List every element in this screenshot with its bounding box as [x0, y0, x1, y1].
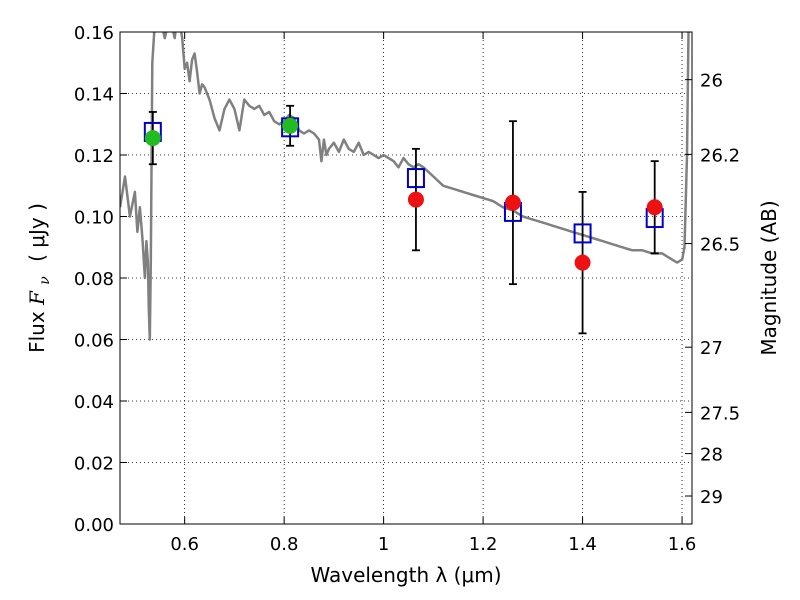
grid-lines: [120, 31, 692, 525]
right-tick-label: 26.2: [700, 145, 740, 166]
observed-point-green: [144, 130, 161, 147]
svg-text:Flux F ν: Flux F ν ( μJy ): [25, 203, 54, 353]
x-tick-label: 1.6: [668, 534, 697, 555]
right-tick-label: 28: [700, 445, 723, 466]
observed-point-red: [407, 191, 424, 208]
y-tick-label: 0.16: [74, 23, 114, 44]
y-tick-label: 0.10: [74, 208, 114, 229]
x-tick-label: 0.6: [170, 534, 199, 555]
model-spectrum-line: [120, 32, 690, 341]
model-point-square: [406, 168, 425, 189]
y-axis-label-symbol: F: [25, 290, 49, 306]
x-axis-label: Wavelength λ (μm): [310, 563, 501, 587]
y-axis-label-subscript: ν: [37, 276, 53, 285]
y-tick-label: 0.12: [74, 146, 114, 167]
y-axis-label-left: Flux F ν ( μJy ): [25, 203, 54, 353]
x-tick-label: 1: [378, 534, 389, 555]
x-tick-label: 0.8: [270, 534, 299, 555]
observed-point-red: [646, 199, 663, 216]
x-tick-label: 1.4: [568, 534, 597, 555]
y-tick-label: 0.00: [74, 515, 114, 536]
observed-point-red: [504, 194, 521, 211]
y-tick-label: 0.04: [74, 392, 114, 413]
right-tick-label: 27.5: [700, 403, 740, 424]
observed-point-green: [282, 117, 299, 134]
plot-area: [120, 32, 690, 341]
plot-frame: [119, 31, 693, 525]
y-tick-label: 0.08: [74, 269, 114, 290]
observed-point-red: [574, 254, 591, 271]
y-axis-label-right: Magnitude (AB): [757, 200, 781, 355]
right-tick-label: 27: [700, 338, 723, 359]
y-tick-label: 0.06: [74, 331, 114, 352]
right-tick-label: 29: [700, 487, 723, 508]
right-tick-label: 26: [700, 71, 723, 92]
y-axis-label-prefix: Flux: [25, 311, 49, 353]
model-point-square: [573, 223, 592, 244]
y-tick-label: 0.02: [74, 454, 114, 475]
y-tick-label: 0.14: [74, 85, 114, 106]
axes: 0.6 0.8 1 1.2 1.4 1.6 0.00 0.02 0.04 0.06 0.08 0.10…: [74, 23, 740, 555]
right-tick-label: 26.5: [700, 235, 740, 256]
y-axis-label-unit: ( μJy ): [25, 203, 49, 262]
x-tick-label: 1.2: [469, 534, 498, 555]
